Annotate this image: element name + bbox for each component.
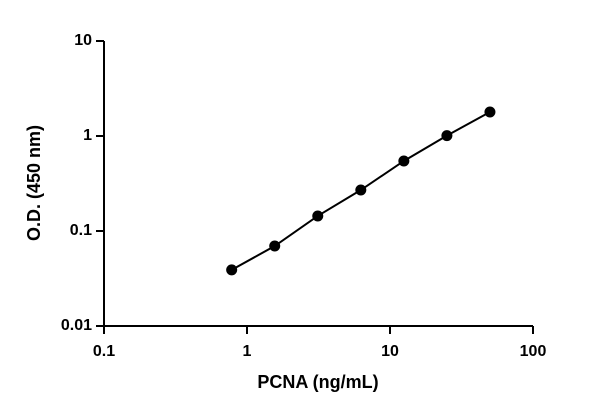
y-tick-label: 0.01 — [61, 317, 92, 334]
data-point — [398, 155, 410, 167]
x-tick-label: 0.1 — [93, 343, 115, 360]
data-point — [484, 106, 496, 118]
y-tick-label: 10 — [74, 32, 92, 49]
y-tick-label: 0.1 — [70, 222, 92, 239]
data-point — [269, 240, 281, 252]
x-tick-label: 1 — [243, 343, 252, 360]
y-axis-title: O.D. (450 nm) — [24, 125, 44, 241]
x-axis-title: PCNA (ng/mL) — [257, 372, 378, 392]
x-tick-label: 100 — [520, 343, 547, 360]
y-tick-label: 1 — [83, 127, 92, 144]
data-point — [441, 130, 453, 142]
x-tick-label: 10 — [381, 343, 399, 360]
data-point — [226, 264, 238, 276]
data-point — [355, 184, 367, 196]
data-point — [312, 210, 324, 222]
